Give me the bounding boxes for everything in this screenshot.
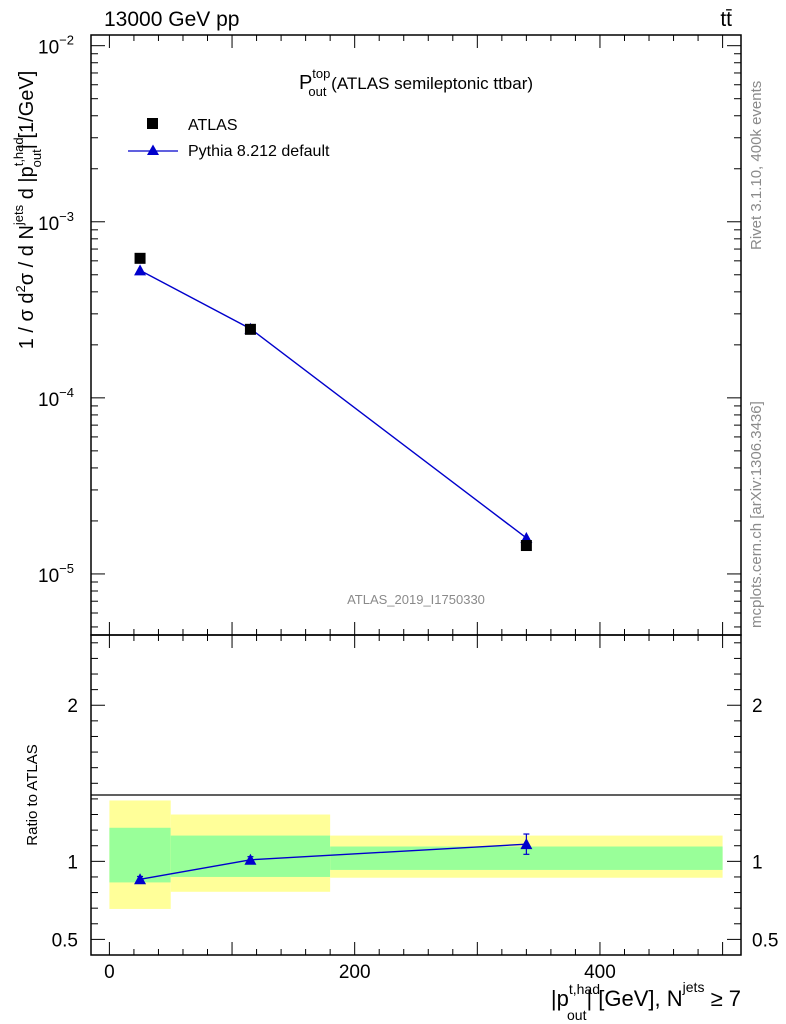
legend-pythia-label: Pythia 8.212 default xyxy=(188,143,330,160)
ratio-band-inner xyxy=(330,846,723,870)
atlas-point xyxy=(244,323,256,335)
energy-label: 13000 GeV pp xyxy=(104,8,239,31)
ratio-y-tick-label-left: 1 xyxy=(67,852,78,873)
ratio-axis-ticks: 0.5 0.5 1 1 2 2 0 200 400 xyxy=(52,635,778,983)
legend-atlas-marker xyxy=(147,118,158,129)
ratio-y-tick-label-right: 1 xyxy=(752,852,763,873)
x-tick-label: 0 xyxy=(104,962,115,983)
main-panel: 10−5 10−4 10−3 10−2 Ptop out (ATLAS semilept… xyxy=(11,33,742,636)
x-axis-label: |pt,had out| [GeV], Njets ≥ 7 xyxy=(551,979,741,1023)
ratio-pythia-point xyxy=(244,853,257,865)
mcplots-label: mcplots.cern.ch [arXiv:1306.3436] xyxy=(748,401,765,628)
legend-atlas-label: ATLAS xyxy=(188,117,238,134)
x-tick-label: 400 xyxy=(584,962,616,983)
ratio-y-tick-label-right: 2 xyxy=(752,696,763,717)
main-y-tick-label: 10−5 xyxy=(38,561,74,587)
ratio-series xyxy=(134,833,533,885)
analysis-id: ATLAS_2019_I1750330 xyxy=(347,592,485,607)
pythia-point xyxy=(134,264,147,276)
ratio-y-tick-label-left: 0.5 xyxy=(52,930,78,951)
main-title: Ptop out (ATLAS semileptonic ttbar) xyxy=(299,66,533,99)
process-label: tt̄ xyxy=(720,8,732,31)
main-y-tick-label: 10−4 xyxy=(38,385,74,411)
main-series xyxy=(134,252,533,552)
rivet-label: Rivet 3.1.10, 400k events xyxy=(748,81,765,250)
main-axis-ticks: 10−5 10−4 10−3 10−2 xyxy=(38,33,741,635)
ratio-pythia-point xyxy=(520,838,533,850)
main-y-tick-label: 10−2 xyxy=(38,33,74,59)
ratio-panel: 0.5 0.5 1 1 2 2 0 200 400 Ratio to ATLAS |pt,had… xyxy=(24,634,778,1023)
legend: ATLAS Pythia 8.212 default xyxy=(128,117,330,160)
ratio-pythia-point xyxy=(134,873,147,885)
atlas-point xyxy=(134,252,146,264)
ratio-bands xyxy=(109,800,723,909)
ratio-y-tick-label-right: 0.5 xyxy=(752,930,778,951)
main-ylabel: 1 / σ d2σ / d Njets d |pt,had out| [1/GeV… xyxy=(11,71,44,350)
atlas-point xyxy=(520,540,532,552)
x-tick-label: 200 xyxy=(339,962,371,983)
ratio-frame xyxy=(90,634,742,956)
legend-pythia-marker xyxy=(147,144,159,155)
ratio-y-tick-label-left: 2 xyxy=(67,696,78,717)
pythia-line xyxy=(139,269,527,539)
ratio-ylabel: Ratio to ATLAS xyxy=(24,744,41,845)
main-y-tick-label: 10−3 xyxy=(38,209,74,235)
